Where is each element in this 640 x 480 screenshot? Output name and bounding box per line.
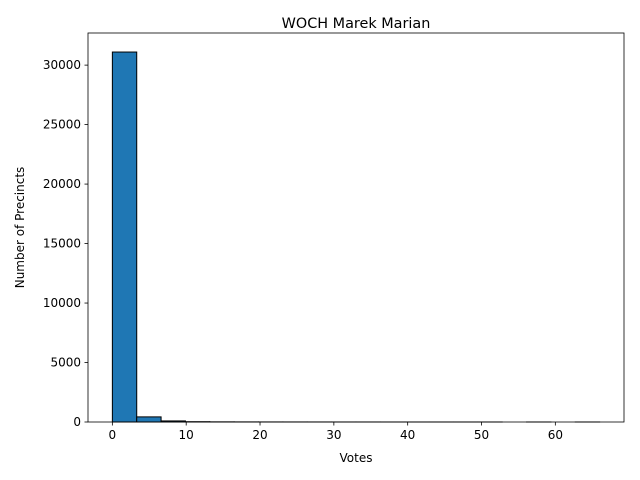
y-axis-label: Number of Precincts — [13, 167, 27, 289]
y-tick-label: 10000 — [43, 296, 81, 310]
x-tick-label: 40 — [400, 428, 415, 442]
histogram-bar-0 — [111, 51, 138, 423]
x-tick-label: 50 — [474, 428, 489, 442]
y-tick-label: 5000 — [50, 356, 81, 370]
x-axis-label: Votes — [340, 451, 373, 465]
y-tick-label: 15000 — [43, 237, 81, 251]
y-axis-ticks: 0 5000 10000 15000 20000 25000 30000 — [43, 58, 88, 429]
x-tick-label: 60 — [548, 428, 563, 442]
y-tick-label: 25000 — [43, 118, 81, 132]
y-tick-label: 0 — [73, 415, 81, 429]
chart-title: WOCH Marek Marian — [282, 16, 431, 32]
histogram-bar-1 — [136, 416, 162, 423]
x-tick-label: 0 — [109, 428, 117, 442]
x-tick-label: 10 — [179, 428, 194, 442]
plot-frame — [87, 32, 625, 423]
y-tick-label: 20000 — [43, 177, 81, 191]
x-tick-label: 20 — [252, 428, 267, 442]
y-tick-label: 30000 — [43, 58, 81, 72]
x-axis-ticks: 0 10 20 30 40 50 60 — [109, 422, 563, 442]
x-tick-label: 30 — [326, 428, 341, 442]
bars-group — [111, 51, 601, 423]
